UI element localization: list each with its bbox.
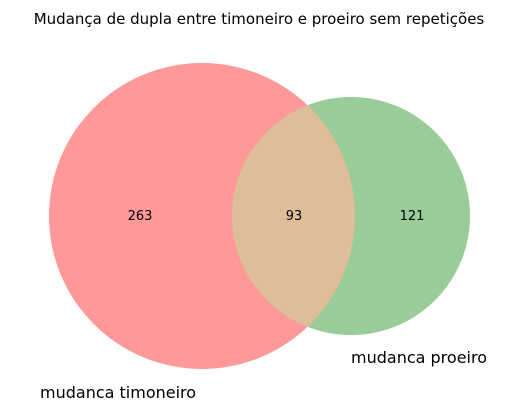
count-only-timoneiro: 263	[128, 209, 153, 224]
set-label-mudanca-timoneiro: mudanca timoneiro	[40, 383, 196, 402]
chart-title: Mudança de dupla entre timoneiro e proei…	[34, 10, 485, 28]
count-intersection: 93	[286, 209, 303, 224]
count-only-proeiro: 121	[400, 209, 425, 224]
intersection-region	[232, 97, 355, 335]
set-label-mudanca-proeiro: mudanca proeiro	[351, 348, 487, 367]
